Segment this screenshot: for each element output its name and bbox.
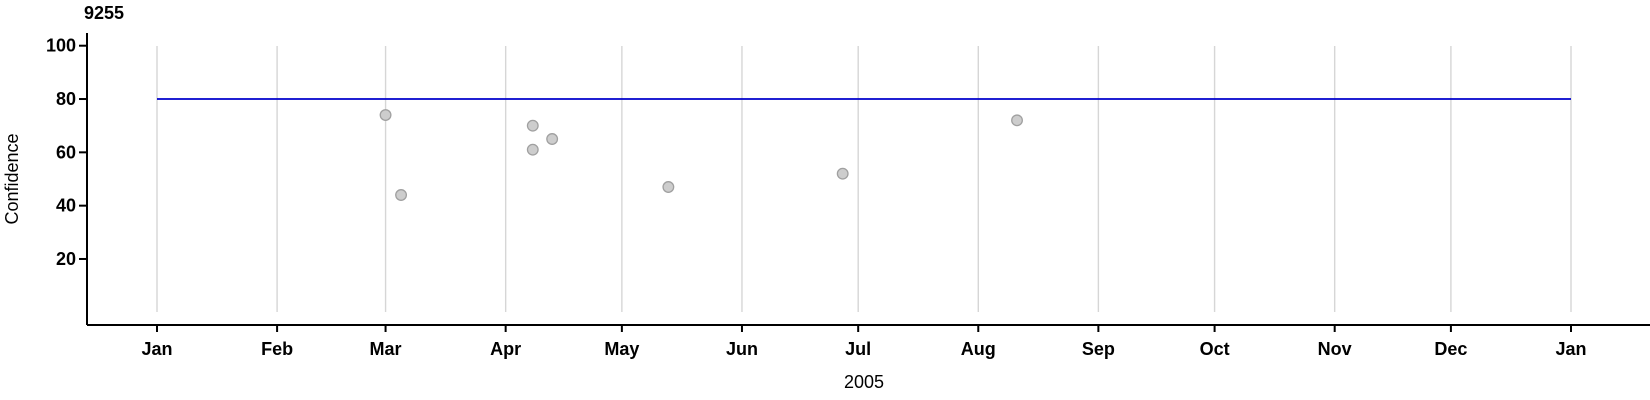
y-tick-label-40: 40 (56, 196, 76, 216)
y-axis-title: Confidence (2, 133, 22, 224)
data-point-2 (526, 119, 539, 132)
chart-title: 9255 (84, 3, 124, 23)
data-point-7 (1011, 114, 1023, 127)
y-axis: 20 40 60 80 100 (46, 33, 88, 325)
x-tick-label-jan-0: Jan (141, 339, 172, 359)
data-point-0 (379, 109, 392, 121)
y-tick-label-60: 60 (56, 142, 76, 162)
x-tick-label-may-4: May (604, 339, 639, 359)
x-tick-label-jun-5: Jun (726, 339, 758, 359)
gridlines (156, 46, 1572, 312)
data-point-1 (395, 189, 408, 201)
x-tick-label-feb-1: Feb (261, 339, 293, 359)
y-tick-label-20: 20 (56, 249, 76, 269)
x-tick-label-dec-11: Dec (1434, 339, 1467, 359)
data-point-3 (546, 133, 559, 145)
x-axis-title: 2005 (844, 372, 884, 392)
x-tick-label-apr-3: Apr (490, 339, 521, 359)
data-point-6 (836, 167, 849, 180)
x-tick-label-sep-8: Sep (1082, 339, 1115, 359)
data-points (379, 109, 1023, 201)
data-point-4 (526, 143, 539, 156)
x-axis: Jan Feb Mar Apr May Jun Jul Aug Sep Oct Nov Dec Jan (87, 324, 1650, 359)
x-tick-label-nov-10: Nov (1318, 339, 1352, 359)
x-tick-label-mar-2: Mar (370, 339, 402, 359)
x-tick-label-oct-9: Oct (1200, 339, 1230, 359)
x-tick-label-jul-6: Jul (845, 339, 871, 359)
y-tick-label-80: 80 (56, 89, 76, 109)
x-tick-label-aug-7: Aug (961, 339, 996, 359)
data-point-5 (662, 181, 675, 193)
x-tick-label-jan-12: Jan (1555, 339, 1586, 359)
y-tick-label-100: 100 (46, 36, 76, 56)
